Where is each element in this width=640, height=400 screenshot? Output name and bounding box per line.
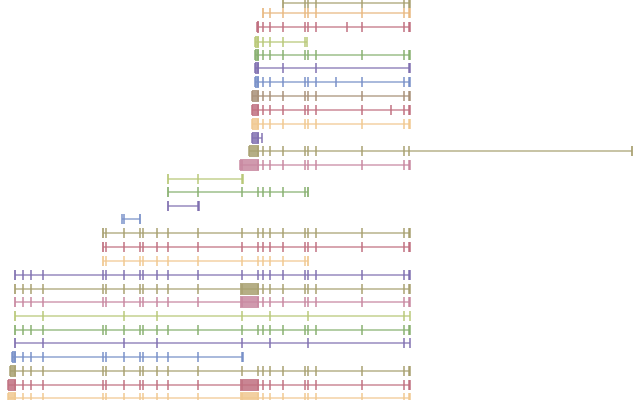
coding-block <box>255 62 259 74</box>
coding-block <box>8 379 16 391</box>
coding-block <box>252 132 259 144</box>
coding-block <box>240 379 259 391</box>
coding-block <box>252 118 259 130</box>
coding-block <box>12 351 16 363</box>
coding-block <box>10 365 16 377</box>
coding-block <box>252 104 259 116</box>
coding-block <box>257 21 259 33</box>
coding-block <box>255 36 259 48</box>
coding-block <box>252 90 259 102</box>
coding-block <box>8 392 16 400</box>
coding-block <box>240 392 259 400</box>
coding-block <box>240 159 259 171</box>
coding-block <box>240 283 259 295</box>
coding-block <box>240 296 259 308</box>
coding-block <box>255 76 259 88</box>
coding-block <box>255 49 259 61</box>
coding-block <box>249 145 259 157</box>
